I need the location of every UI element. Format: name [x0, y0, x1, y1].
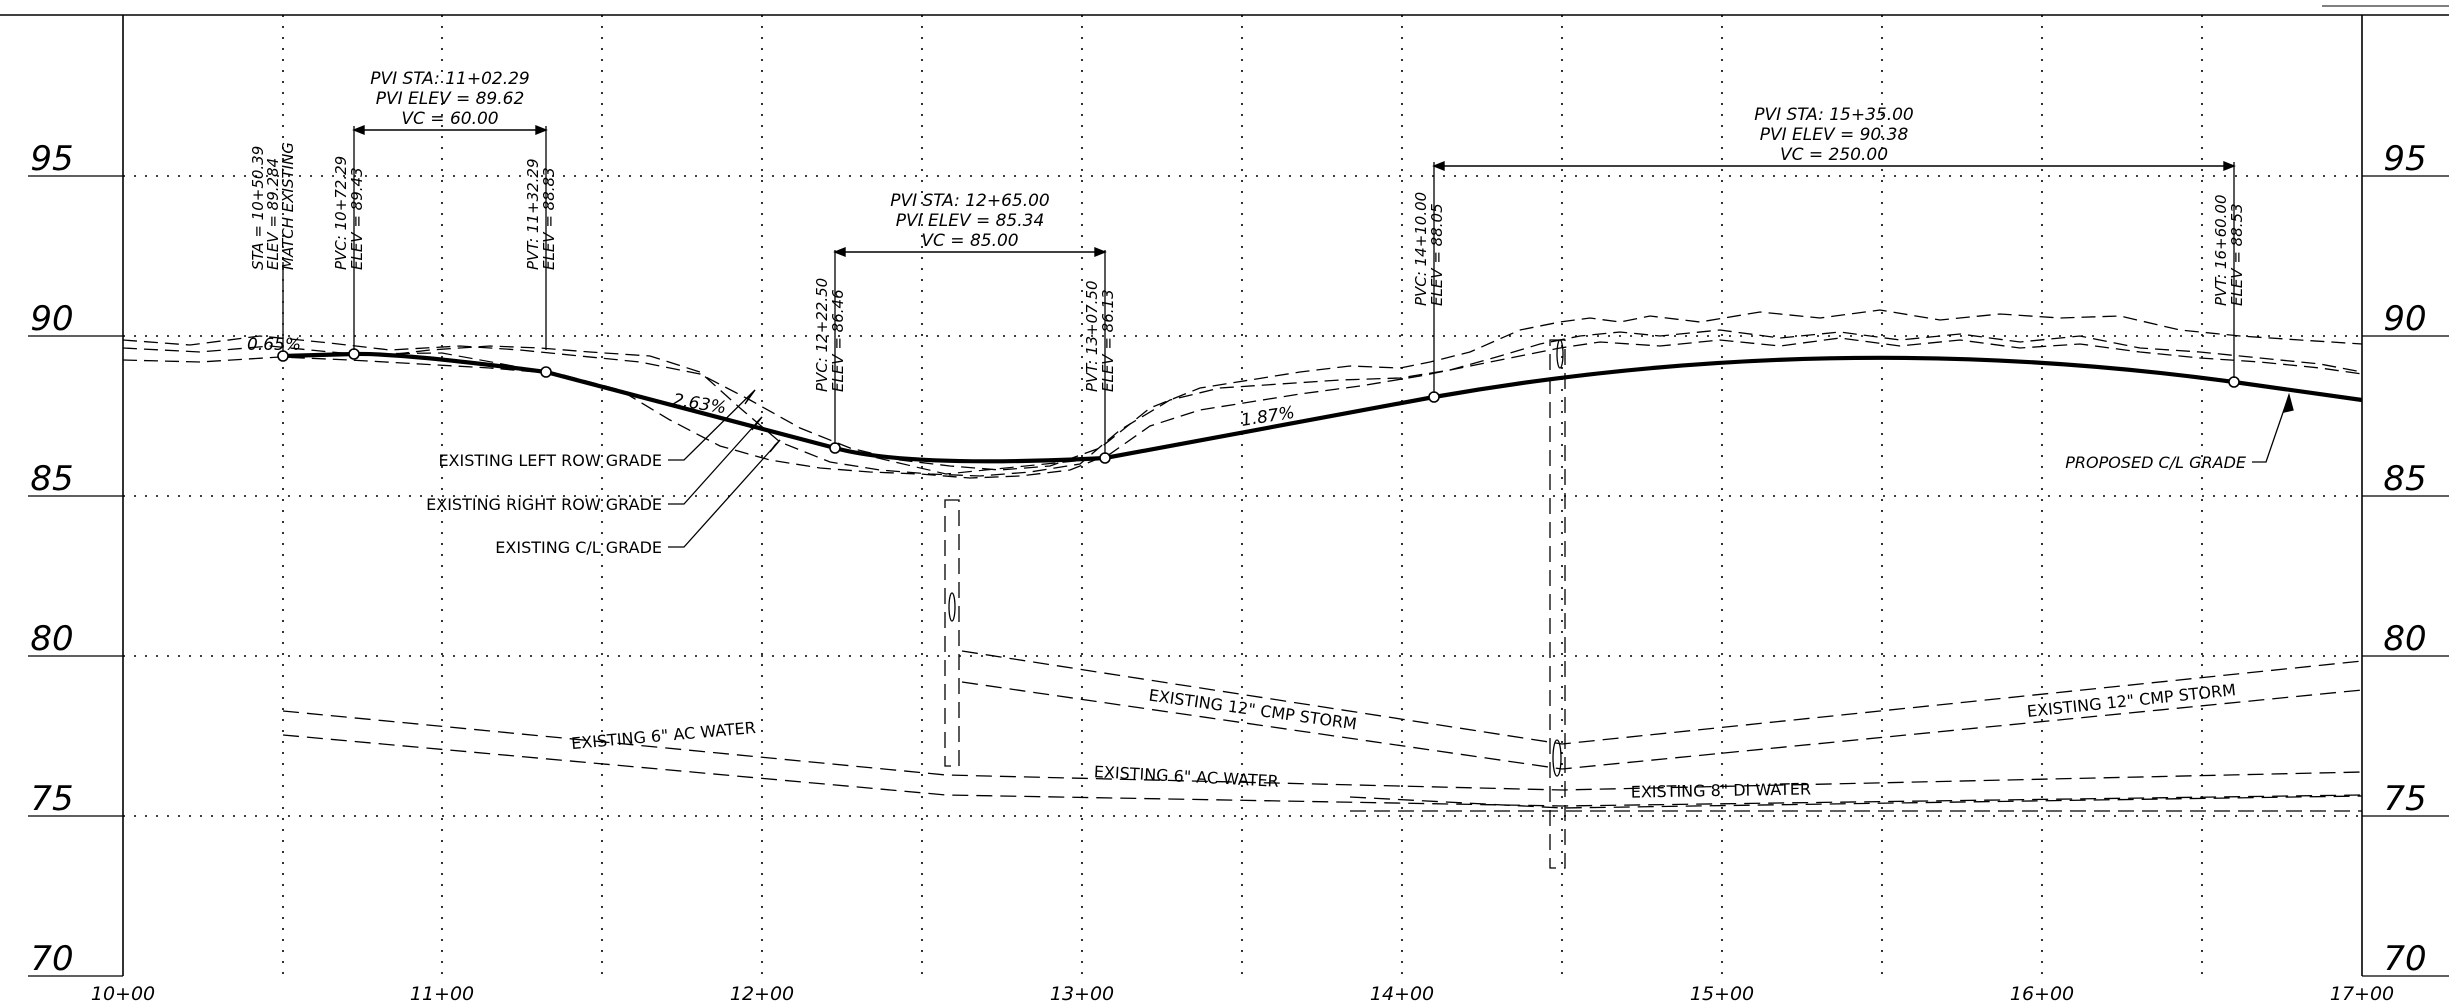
- curve-1-vc: VC = 60.00: [401, 109, 498, 129]
- utilities: [282, 339, 2363, 869]
- curve-3-pvi-elev: PVI ELEV = 90.38: [1760, 125, 1909, 145]
- pvt-2-sta: PVT: 13+07.50: [1083, 280, 1101, 392]
- callout-proposed-cl: PROPOSED C/L GRADE: [2065, 453, 2247, 472]
- existing-right-row-grade-line: [122, 329, 2363, 477]
- curve-3-vc: VC = 250.00: [1780, 145, 1888, 165]
- curve-2-pvi-sta: PVI STA: 12+65.00: [890, 191, 1050, 211]
- elevation-label: 75: [2383, 779, 2426, 819]
- station-label: 15+00: [1690, 983, 1754, 1004]
- utility-label-storm-12-a: EXISTING 12" CMP STORM: [1148, 686, 1358, 734]
- existing-left-row-grade-line: [122, 309, 2363, 471]
- curve-2-vc: VC = 85.00: [921, 231, 1018, 251]
- pvc-3-sta: PVC: 14+10.00: [1412, 192, 1430, 306]
- callout-leaders: [668, 389, 2294, 548]
- pvt-3-sta: PVT: 16+60.00: [2212, 194, 2230, 306]
- utility-label-water-8: EXISTING 8" DI WATER: [1631, 779, 1812, 801]
- pvc-1-sta: PVC: 10+72.29: [332, 156, 350, 270]
- curve-1-pvi-elev: PVI ELEV = 89.62: [376, 89, 525, 109]
- station-label: 10+00: [91, 983, 155, 1004]
- point-labels: STA = 10+50.39 ELEV = 89.284 MATCH EXIST…: [249, 142, 2246, 392]
- pvc-3-elev: ELEV = 88.05: [1428, 203, 1446, 306]
- station-labels: 10+00 11+00 12+00 13+00 14+00 15+00 16+0…: [91, 983, 2394, 1004]
- callout-existing-cl: EXISTING C/L GRADE: [495, 538, 662, 557]
- match-existing-note: MATCH EXISTING: [279, 142, 297, 270]
- water-6-pipe: [282, 710, 2363, 791]
- elevation-label: 80: [30, 619, 73, 659]
- storm-12-pipe: [961, 681, 2363, 770]
- pvc-1-elev: ELEV = 89.43: [348, 167, 366, 270]
- point-markers: [277, 348, 2240, 464]
- station-label: 14+00: [1370, 983, 1434, 1004]
- elevation-label: 95: [30, 139, 73, 179]
- elevation-label: 85: [2383, 459, 2426, 499]
- curve-1-pvi-sta: PVI STA: 11+02.29: [370, 69, 530, 89]
- match-existing-sta: STA = 10+50.39: [249, 146, 267, 270]
- pvt-3-elev: ELEV = 88.53: [2228, 203, 2246, 306]
- match-existing-elev: ELEV = 89.284: [264, 158, 282, 270]
- elevation-label: 90: [2383, 299, 2426, 339]
- utility-label-water-6-a: EXISTING 6" AC WATER: [570, 718, 756, 753]
- frame: [0, 5, 2449, 976]
- water-8-pipe: [1349, 795, 2363, 809]
- pvt-1-elev: ELEV = 88.83: [540, 167, 558, 270]
- elevation-labels-left: 95 90 85 80 75 70: [30, 139, 73, 979]
- elevation-label: 70: [30, 939, 73, 979]
- pvt-1-sta: PVT: 11+32.29: [524, 158, 542, 270]
- grade-label: 2.63%: [671, 390, 727, 418]
- storm-12-pipe: [961, 650, 2363, 745]
- station-label: 16+00: [2010, 983, 2074, 1004]
- structure-a: [944, 499, 960, 767]
- callout-existing-left-row: EXISTING LEFT ROW GRADE: [438, 451, 662, 470]
- curve-labels: PVI STA: 11+02.29 PVI ELEV = 89.62 VC = …: [370, 69, 1914, 251]
- point-leaders: [282, 126, 2235, 454]
- station-label: 13+00: [1050, 983, 1114, 1004]
- existing-ground: [122, 309, 2363, 479]
- curve-3-pvi-sta: PVI STA: 15+35.00: [1754, 105, 1914, 125]
- callout-existing-right-row: EXISTING RIGHT ROW GRADE: [426, 495, 662, 514]
- callout-labels: EXISTING LEFT ROW GRADE EXISTING RIGHT R…: [426, 451, 2247, 557]
- proposed-cl-grade-line: [282, 351, 2363, 464]
- elevation-label: 95: [2383, 139, 2426, 179]
- grade-label: 0.65%: [247, 335, 301, 355]
- pvt-2-elev: ELEV = 86.13: [1099, 289, 1117, 392]
- grade-label: 1.87%: [1240, 403, 1296, 431]
- water-6-pipe: [282, 734, 2363, 807]
- station-label: 11+00: [410, 983, 474, 1004]
- station-label: 17+00: [2330, 983, 2394, 1004]
- elevation-grid: [28, 175, 2449, 977]
- structure-b: [1549, 339, 1566, 869]
- elevation-labels-right: 95 90 85 80 75 70: [2383, 139, 2426, 979]
- pvi-construction: [353, 352, 1106, 475]
- utility-label-water-6-b: EXISTING 6" AC WATER: [1093, 762, 1279, 791]
- elevation-label: 80: [2383, 619, 2426, 659]
- existing-cl-grade-line: [122, 337, 2363, 479]
- elevation-label: 75: [30, 779, 73, 819]
- elevation-label: 90: [30, 299, 73, 339]
- elevation-label: 70: [2383, 939, 2426, 979]
- elevation-label: 85: [30, 459, 73, 499]
- curve-2-pvi-elev: PVI ELEV = 85.34: [896, 211, 1045, 231]
- pvc-2-sta: PVC: 12+22.50: [813, 278, 831, 392]
- utility-details: [948, 339, 1564, 777]
- station-label: 12+00: [730, 983, 794, 1004]
- vc-brackets: [352, 124, 2236, 258]
- pvc-2-elev: ELEV = 86.46: [829, 289, 847, 392]
- utility-label-storm-12-b: EXISTING 12" CMP STORM: [2026, 680, 2237, 721]
